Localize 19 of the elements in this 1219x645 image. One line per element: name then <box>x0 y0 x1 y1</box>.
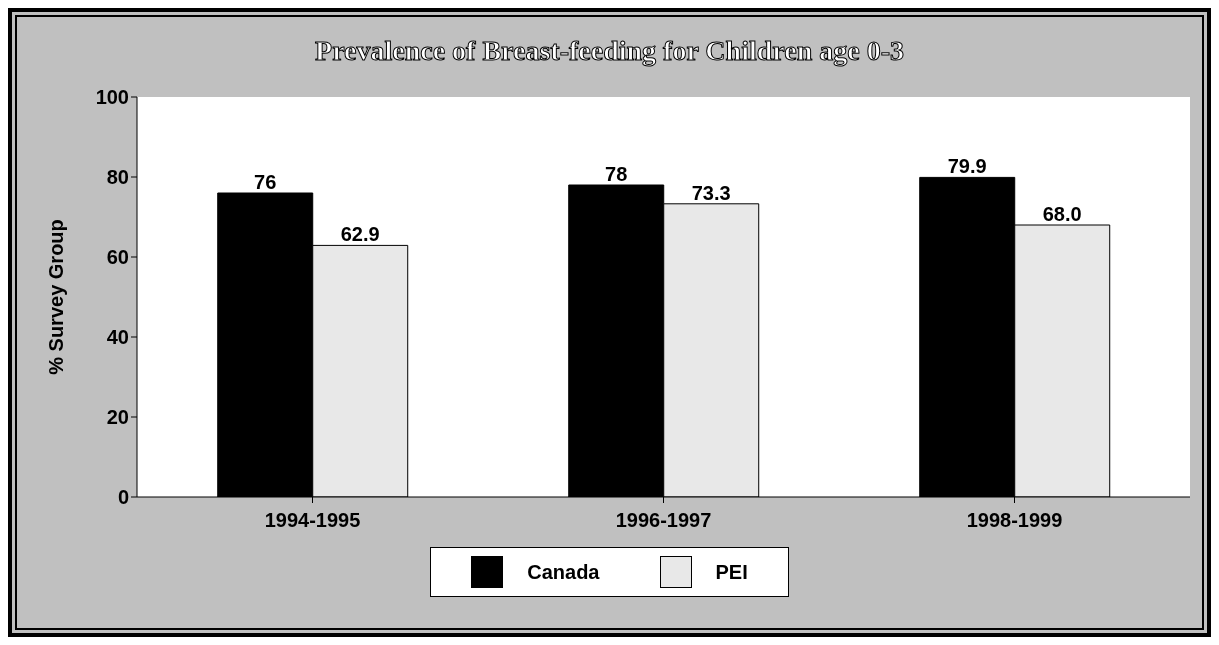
data-label: 79.9 <box>947 155 987 178</box>
data-label: 76 <box>254 171 277 193</box>
data-label: 62.9 <box>340 223 380 246</box>
data-label: 78 <box>605 163 628 185</box>
y-tick-label: 100 <box>95 86 129 109</box>
y-tick-label: 40 <box>106 326 129 349</box>
x-tick-label: 1994-1995 <box>264 509 361 532</box>
legend-label: Canada <box>527 560 600 584</box>
x-tick-label: 1998-1999 <box>966 509 1063 532</box>
y-tick-label: 20 <box>106 406 129 429</box>
data-label: 73.3 <box>691 181 731 204</box>
data-label: 68.0 <box>1042 203 1082 225</box>
legend-label: PEI <box>715 560 748 584</box>
x-tick-label: 1996-1997 <box>615 509 712 532</box>
chart-title: Prevalence of Breast-feeding for Children age 0-3 <box>314 34 905 68</box>
y-tick-label: 60 <box>106 246 129 269</box>
y-tick-label: 0 <box>117 486 129 509</box>
y-tick-label: 80 <box>106 166 129 189</box>
y-axis-title: % Survey Group <box>45 219 68 375</box>
